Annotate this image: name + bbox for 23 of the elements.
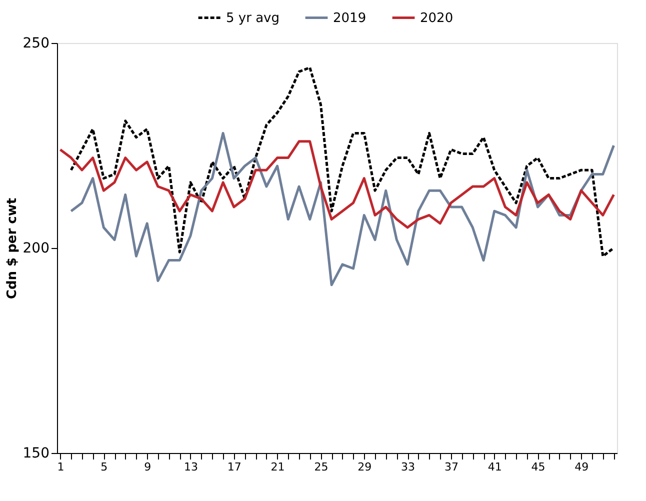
line-series xyxy=(59,140,615,229)
y-axis-title: Cdn $ per cwt xyxy=(4,198,20,300)
x-tick-label: 41 xyxy=(488,460,502,474)
x-tick-label: 45 xyxy=(531,460,546,474)
x-tick-label: 13 xyxy=(184,460,198,474)
line-series xyxy=(70,66,615,258)
x-tick-label: 37 xyxy=(444,460,458,474)
x-tick-label: 1 xyxy=(57,460,64,474)
x-tick-label: 29 xyxy=(358,460,372,474)
x-tick-label: 21 xyxy=(270,460,285,474)
legend-label: 5 yr avg xyxy=(226,10,280,26)
legend-label: 2019 xyxy=(333,10,366,26)
x-tick-label: 9 xyxy=(144,460,152,474)
y-tick-label: 250 xyxy=(22,36,50,52)
x-tick-label: 33 xyxy=(401,460,416,474)
legend-label: 2020 xyxy=(420,10,454,26)
x-tick-label: 49 xyxy=(574,460,589,474)
x-tick-label: 25 xyxy=(314,460,328,474)
line-series xyxy=(70,132,615,286)
x-tick-label: 5 xyxy=(100,460,108,474)
x-tick-label: 17 xyxy=(227,460,242,474)
y-tick-label: 150 xyxy=(22,446,50,462)
y-tick-label: 200 xyxy=(22,240,50,256)
